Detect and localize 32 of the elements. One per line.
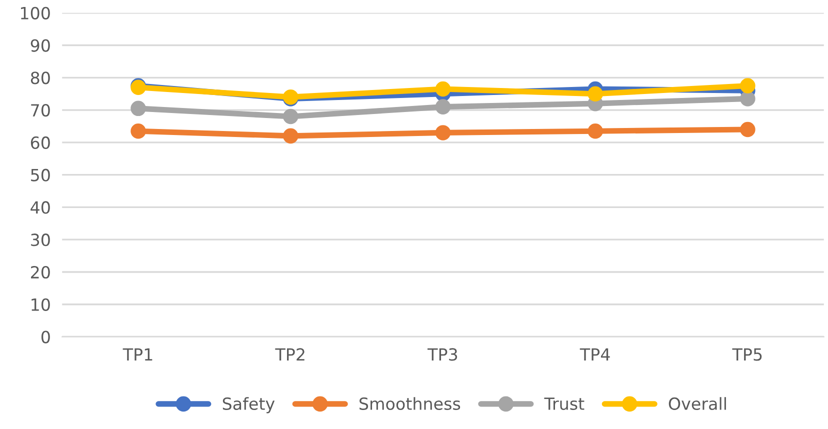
point <box>435 81 451 97</box>
y-tick-label: 100 <box>21 6 50 20</box>
legend-label: Trust <box>544 398 584 410</box>
y-tick-label: 80 <box>30 72 50 84</box>
legend-label: Smoothness <box>360 397 460 410</box>
x-tick-label: TP4 <box>580 348 610 361</box>
x-tick-label: TP1 <box>122 348 152 361</box>
y-tick-label: 70 <box>31 104 50 117</box>
point <box>282 128 298 144</box>
y-tick-label: 90 <box>30 39 50 52</box>
y-tick-label: 10 <box>32 298 50 311</box>
y-tick-label: 50 <box>31 168 50 182</box>
y-tick-label: 0 <box>41 330 50 344</box>
point <box>740 122 756 138</box>
y-tick-label: 40 <box>30 201 50 214</box>
point <box>740 78 756 94</box>
point <box>130 123 146 139</box>
point <box>435 125 451 140</box>
y-tick-label: 60 <box>30 136 50 149</box>
x-tick-label: TP3 <box>428 348 458 361</box>
y-tick-label: 30 <box>31 234 50 246</box>
x-tick-label: TP5 <box>732 348 762 361</box>
legend-label: Overall <box>668 397 726 410</box>
legend-label: Safety <box>222 397 275 414</box>
point <box>588 123 603 139</box>
point <box>130 100 146 116</box>
point <box>435 99 451 114</box>
x-tick-label: TP2 <box>275 348 304 361</box>
point <box>740 91 756 106</box>
point <box>588 86 603 102</box>
point <box>282 108 298 124</box>
y-tick-label: 20 <box>31 266 50 279</box>
